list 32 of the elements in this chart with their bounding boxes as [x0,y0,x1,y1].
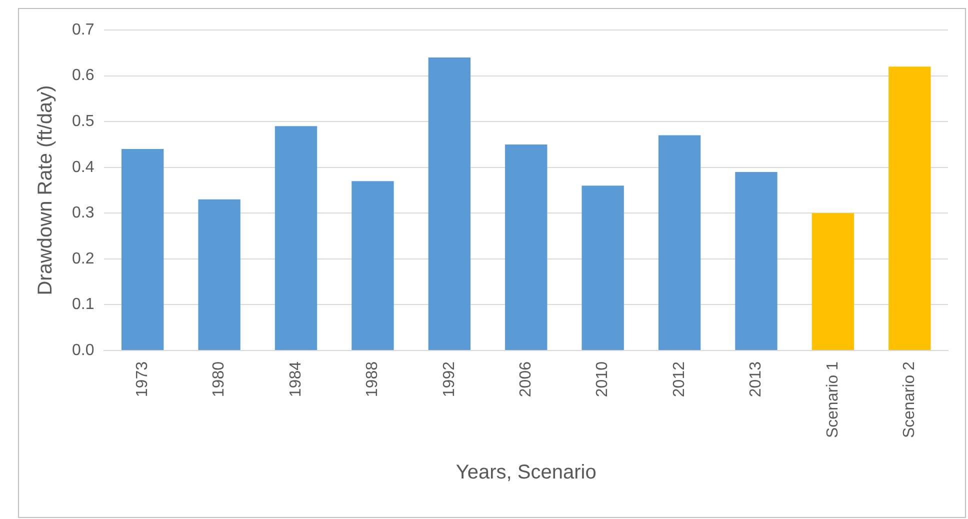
y-tick-label: 0.0 [72,342,94,359]
bar [658,135,701,350]
bar [505,144,548,350]
x-tick-label: 2012 [670,361,688,398]
x-tick-label: 1973 [134,361,151,398]
bar [812,213,854,350]
x-tick-label: Scenario 1 [824,361,842,438]
x-tick-label: 2013 [748,361,765,398]
y-tick-label: 0.2 [72,250,94,268]
y-tick-label: 0.5 [72,112,94,130]
x-tick-label: 1980 [210,361,228,398]
bar [352,181,394,350]
x-tick-label: Scenario 2 [901,361,918,438]
bar [274,126,318,350]
y-tick-label: 0.7 [72,21,94,38]
bar [428,57,471,350]
x-tick-label: 2010 [594,361,612,398]
bar [198,199,240,350]
bar [735,172,778,350]
x-tick-label: 1992 [440,361,458,398]
x-axis-title: Years, Scenario [456,462,596,484]
y-axis-title: Drawdown Rate (ft/day) [34,85,57,296]
bar [122,149,164,350]
y-tick-label: 0.3 [72,204,94,222]
y-tick-label: 0.6 [72,67,94,84]
x-tick-label: 1988 [364,361,382,398]
x-tick-label: 2006 [518,361,535,398]
x-tick-label: 1984 [287,361,304,398]
y-tick-label: 0.1 [72,296,94,314]
bar [888,66,931,350]
bar [582,186,624,350]
y-tick-label: 0.4 [72,158,94,176]
